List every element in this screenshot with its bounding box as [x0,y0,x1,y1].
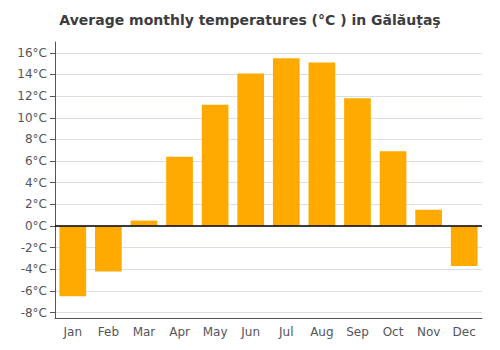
svg-text:6°C: 6°C [25,154,47,168]
svg-text:Oct: Oct [383,325,404,339]
svg-text:Mar: Mar [133,325,156,339]
svg-text:14°C: 14°C [17,67,47,81]
svg-text:Sep: Sep [346,325,369,339]
svg-text:Feb: Feb [98,325,119,339]
svg-text:8°C: 8°C [25,132,47,146]
svg-text:10°C: 10°C [17,111,47,125]
svg-text:16°C: 16°C [17,46,47,60]
svg-text:Jan: Jan [63,325,83,339]
svg-text:Dec: Dec [453,325,476,339]
svg-text:2°C: 2°C [25,197,47,211]
svg-text:0°C: 0°C [25,219,47,233]
svg-text:12°C: 12°C [17,89,47,103]
svg-text:Apr: Apr [169,325,190,339]
svg-text:Aug: Aug [310,325,333,339]
svg-text:-4°C: -4°C [21,262,47,276]
svg-text:Nov: Nov [417,325,440,339]
svg-text:-2°C: -2°C [21,241,47,255]
svg-text:Average monthly temperatures (: Average monthly temperatures (°C ) in Gă… [59,12,440,29]
svg-text:Jul: Jul [278,325,293,339]
svg-text:-6°C: -6°C [21,284,47,298]
svg-text:May: May [203,325,228,339]
svg-text:4°C: 4°C [25,176,47,190]
svg-text:Jun: Jun [240,325,260,339]
svg-text:-8°C: -8°C [21,306,47,320]
